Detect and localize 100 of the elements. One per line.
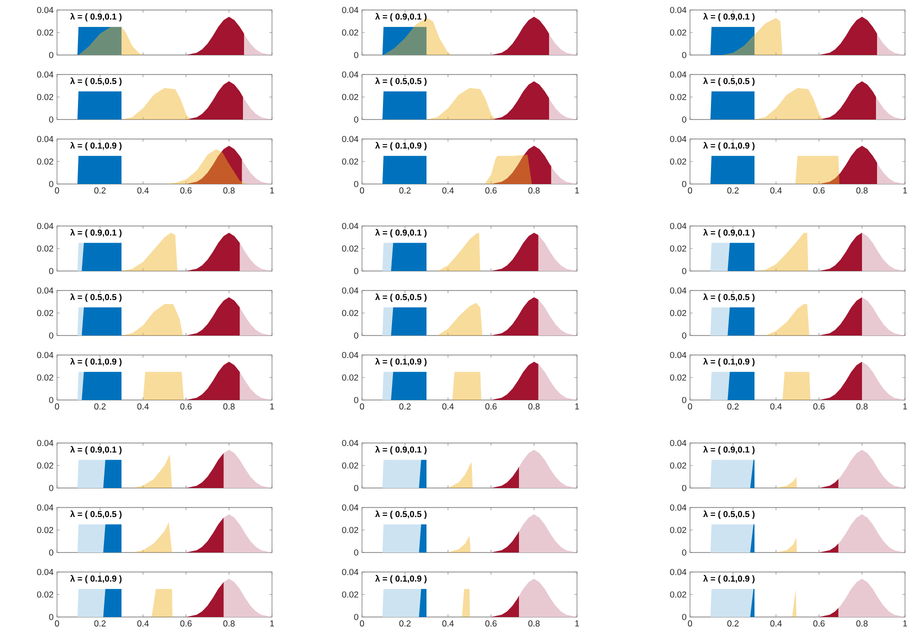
y-tick-label: 0.04	[342, 504, 358, 511]
y-tick-label: 0.04	[342, 222, 358, 230]
x-tick-label: 0	[360, 620, 364, 627]
x-tick-label: 1	[575, 403, 579, 410]
annotation: λ = ( 0.5,0.5 )	[70, 510, 122, 519]
y-tick-label: 0	[682, 180, 686, 188]
y-tick-label: 0	[354, 484, 358, 492]
y-tick-label: 0.04	[37, 6, 54, 14]
x-tick-label: 0.8	[528, 187, 540, 194]
x-tick-label: 0	[54, 187, 60, 194]
x-tick-label: 0.2	[727, 403, 739, 410]
annotation: λ = ( 0.9,0.1 )	[703, 229, 755, 238]
y-tick-label: 0	[354, 180, 358, 188]
annotation: λ = ( 0.1,0.9 )	[70, 575, 122, 584]
y-tick-label: 0.04	[342, 71, 358, 78]
y-tick-label: 0.02	[37, 374, 54, 381]
annotation: λ = ( 0.9,0.1 )	[703, 446, 755, 454]
y-tick-label: 0	[354, 549, 358, 556]
x-tick-label: 0.6	[485, 187, 497, 194]
y-tick-label: 0.04	[37, 287, 54, 294]
x-tick-label: 0.6	[180, 187, 192, 194]
annotation: λ = ( 0.1,0.9 )	[375, 575, 427, 584]
y-tick-label: 0.02	[342, 94, 358, 100]
y-tick-label: 0.02	[37, 591, 54, 598]
x-tick-label: 0.4	[137, 620, 149, 627]
y-tick-label: 0.04	[342, 440, 358, 446]
y-tick-label: 0.02	[342, 526, 358, 534]
y-tick-label: 0.04	[670, 6, 686, 14]
y-tick-label: 0.02	[342, 245, 358, 252]
y-tick-label: 0	[682, 484, 686, 492]
annotation: λ = ( 0.1,0.9 )	[703, 575, 755, 584]
x-tick-label: 0.4	[770, 187, 782, 194]
y-tick-label: 0.04	[37, 352, 54, 358]
x-tick-label: 0.4	[442, 187, 454, 194]
y-tick-label: 0	[354, 614, 358, 620]
x-tick-label: 0.4	[442, 620, 454, 627]
y-tick-label: 0.04	[37, 222, 54, 230]
x-tick-label: 0	[688, 620, 692, 627]
x-tick-label: 0.4	[442, 403, 454, 410]
y-tick-label: 0.02	[37, 94, 54, 100]
y-tick-label: 0	[682, 614, 686, 620]
x-tick-label: 0	[54, 620, 60, 627]
y-tick-label: 0.02	[670, 29, 686, 36]
y-tick-label: 0	[682, 332, 686, 339]
x-tick-label: 0.6	[813, 187, 825, 194]
y-tick-label: 0.04	[342, 287, 358, 294]
annotation: λ = ( 0.9,0.1 )	[375, 13, 427, 22]
y-tick-label: 0.04	[670, 71, 686, 78]
y-tick-label: 0.02	[37, 29, 54, 36]
y-tick-label: 0	[682, 116, 686, 123]
y-tick-label: 0.02	[670, 462, 686, 469]
y-tick-label: 0	[49, 180, 54, 188]
y-tick-label: 0.04	[342, 136, 358, 142]
y-tick-label: 0.04	[670, 504, 686, 511]
y-tick-label: 0.02	[37, 526, 54, 534]
y-tick-label: 0.04	[670, 568, 686, 576]
y-tick-label: 0.02	[670, 158, 686, 165]
y-tick-label: 0.04	[37, 71, 54, 78]
x-tick-label: 0	[360, 403, 364, 410]
x-tick-label: 1	[270, 620, 274, 626]
y-tick-label: 0	[682, 52, 686, 58]
y-tick-label: 0.04	[670, 440, 686, 446]
annotation: λ = ( 0.5,0.5 )	[375, 294, 427, 302]
x-tick-label: 1	[270, 403, 274, 410]
y-tick-label: 0	[354, 52, 358, 58]
y-tick-label: 0.02	[342, 29, 358, 36]
x-tick-label: 1	[270, 187, 274, 194]
annotation: λ = ( 0.9,0.1 )	[70, 446, 122, 454]
y-tick-label: 0.04	[670, 136, 686, 142]
y-tick-label: 0.02	[342, 591, 358, 598]
y-tick-label: 0	[354, 116, 358, 123]
annotation: λ = ( 0.1,0.9 )	[375, 142, 427, 150]
x-tick-label: 0.8	[856, 620, 868, 627]
y-tick-label: 0.02	[37, 310, 54, 316]
x-tick-label: 0.8	[223, 403, 235, 410]
x-tick-label: 0	[688, 403, 692, 410]
y-tick-label: 0.04	[342, 352, 358, 358]
y-tick-label: 0	[354, 332, 358, 339]
y-tick-label: 0.04	[37, 440, 54, 446]
annotation: λ = ( 0.5,0.5 )	[375, 510, 427, 519]
y-tick-label: 0.04	[670, 222, 686, 230]
annotation: λ = ( 0.9,0.1 )	[703, 13, 755, 22]
annotation: λ = ( 0.5,0.5 )	[70, 294, 122, 302]
x-tick-label: 0.2	[399, 187, 411, 194]
y-tick-label: 0	[682, 549, 686, 556]
x-tick-label: 0.6	[485, 620, 497, 627]
annotation: λ = ( 0.5,0.5 )	[703, 294, 755, 302]
y-tick-label: 0.02	[342, 158, 358, 165]
x-tick-label: 0.8	[223, 620, 235, 627]
x-tick-label: 1	[903, 403, 907, 410]
y-tick-label: 0.04	[37, 136, 54, 142]
x-tick-label: 0	[688, 187, 692, 194]
annotation: λ = ( 0.9,0.1 )	[70, 229, 122, 238]
annotation: λ = ( 0.1,0.9 )	[703, 358, 755, 366]
y-tick-label: 0.02	[670, 526, 686, 534]
annotation: λ = ( 0.5,0.5 )	[703, 510, 755, 519]
x-tick-label: 1	[575, 187, 579, 194]
x-tick-label: 0.2	[94, 187, 106, 194]
y-tick-label: 0.04	[670, 352, 686, 358]
y-tick-label: 0.02	[670, 591, 686, 598]
